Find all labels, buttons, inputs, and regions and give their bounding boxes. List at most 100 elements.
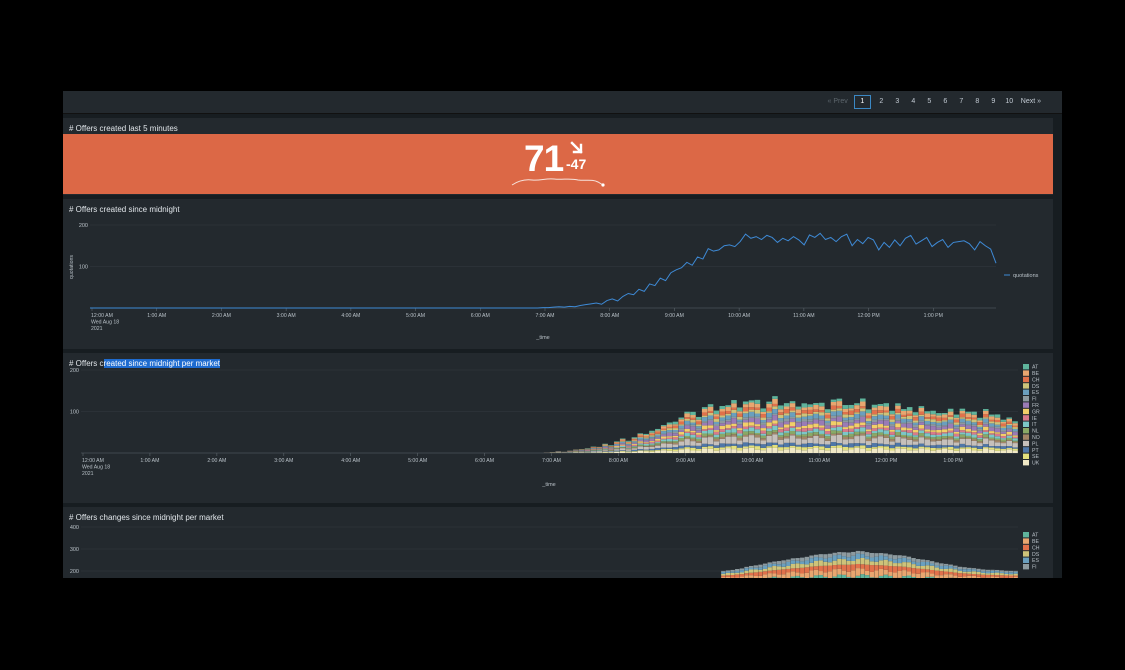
bar-segment-gr [901, 427, 907, 431]
bar-segment-at [754, 399, 761, 404]
bar-segment-uk [865, 450, 872, 453]
pagination-page-3[interactable]: 3 [895, 98, 900, 105]
bar-segment-ds [655, 433, 661, 435]
bar-segment-ds [943, 568, 949, 572]
bar-segment-ds [841, 559, 847, 565]
bar-segment-fi [962, 567, 967, 570]
bar-segment-gr [748, 422, 755, 426]
pagination-page-6[interactable]: 6 [943, 98, 948, 105]
x-tick-label: 2021 [82, 471, 94, 477]
pagination-page-1[interactable]: 1 [853, 95, 871, 109]
bar-segment-es [874, 556, 879, 562]
pagination-page-4[interactable]: 4 [911, 98, 916, 105]
bar-segment-pt [912, 444, 919, 449]
bar-segment-it [883, 430, 890, 434]
bar-segment-fr [947, 423, 954, 429]
bar-segment-nl [789, 430, 796, 434]
bar-segment-uk [854, 447, 860, 453]
pagination-page-10[interactable]: 10 [1005, 98, 1014, 105]
bar-segment-at [824, 409, 831, 413]
stacked-bar [619, 438, 626, 453]
bar-segment-ch [883, 410, 890, 413]
bar-segment-it [901, 431, 907, 435]
bar-segment-fi [892, 555, 898, 560]
bar-segment-fi [696, 428, 702, 431]
bar-segment-es [895, 414, 901, 419]
x-tick-label: 8:00 AM [609, 458, 628, 464]
bar-segment-ch [837, 564, 842, 569]
stacked-bar [967, 567, 972, 578]
bar-segment-ds [725, 413, 731, 416]
bar-segment-ds [778, 414, 784, 419]
bar-segment-be [832, 569, 837, 577]
bar-segment-at [660, 425, 667, 427]
bar-segment-fi [920, 559, 926, 562]
bar-segment-ie [625, 446, 632, 448]
bar-segment-no [684, 437, 690, 440]
pagination-next[interactable]: Next » [1020, 98, 1041, 105]
bar-segment-gr [643, 442, 649, 444]
stacked-bar [943, 563, 949, 578]
bar-segment-fr [983, 424, 989, 427]
bar-segment-be [707, 406, 714, 411]
bar-segment-ie [707, 427, 714, 430]
bar-segment-ch [860, 406, 866, 409]
bar-segment-ch [744, 573, 749, 576]
bar-segment-be [762, 574, 768, 578]
bar-segment-pl [643, 446, 649, 450]
pagination-page-2[interactable]: 2 [879, 98, 884, 105]
bar-segment-es [748, 567, 754, 570]
pagination-page-9[interactable]: 9 [991, 98, 996, 105]
pagination-page-5[interactable]: 5 [927, 98, 932, 105]
bar-segment-pl [830, 435, 837, 443]
bar-segment-ie [748, 425, 755, 428]
bar-segment-fr [918, 422, 925, 425]
bar-segment-be [971, 414, 977, 418]
bar-segment-be [742, 404, 749, 408]
bar-segment-uk [889, 450, 895, 453]
bar-segment-pl [678, 441, 685, 446]
bar-segment-pl [766, 435, 772, 443]
stacked-bar [1013, 570, 1018, 578]
bar-segment-se [813, 445, 819, 448]
bar-segment-no [895, 435, 901, 437]
bar-segment-nl [953, 438, 960, 441]
bar-segment-at [911, 577, 916, 578]
pagination-page-7[interactable]: 7 [959, 98, 964, 105]
kpi-single-value[interactable]: 71 -47 [63, 134, 1053, 194]
bar-segment-be [962, 576, 967, 578]
kpi-sparkline [511, 178, 605, 187]
bar-segment-ch [1008, 575, 1014, 578]
stacked-bar [660, 425, 667, 453]
bar-segment-ie [672, 437, 679, 440]
bar-segment-se [783, 447, 790, 450]
bar-segment-no [649, 445, 655, 447]
bar-segment-es [730, 571, 735, 573]
legend-swatch-at [1023, 364, 1029, 370]
bar-segment-ie [666, 437, 673, 440]
stacked-bar [762, 563, 768, 578]
x-tick-label: 1:00 PM [943, 458, 962, 464]
pagination-page-8[interactable]: 8 [975, 98, 980, 105]
bar-segment-pl [713, 441, 720, 446]
bar-segment-es [942, 421, 948, 426]
legend-label: FR [1032, 403, 1039, 409]
bar-segment-no [666, 442, 673, 444]
bar-segment-nl [942, 436, 948, 439]
bar-segment-be [953, 417, 960, 420]
bar-segment-gr [795, 427, 802, 430]
bar-segment-gr [778, 427, 784, 430]
bar-segment-fr [748, 417, 755, 423]
stacked-bar [730, 569, 735, 578]
bar-segment-ch [924, 417, 931, 419]
stacked-bar [725, 570, 731, 578]
bar-segment-se [988, 447, 995, 450]
stacked-bar [602, 443, 608, 453]
bar-segment-es [994, 424, 1001, 427]
stacked-bar [971, 411, 977, 453]
bar-segment-be [766, 403, 772, 408]
bar-segment-ie [696, 434, 702, 438]
